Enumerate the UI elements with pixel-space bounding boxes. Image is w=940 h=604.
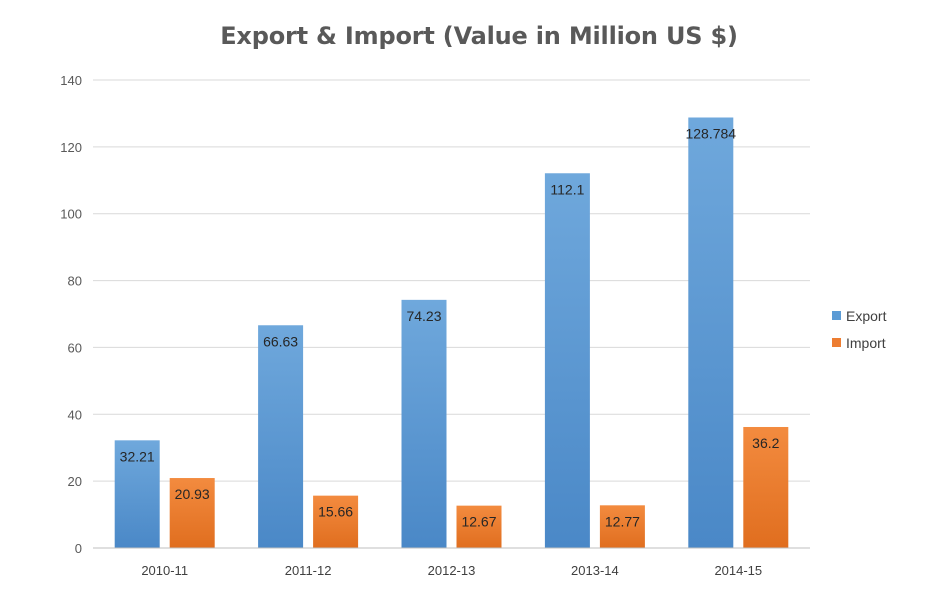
chart-title: Export & Import (Value in Million US $) (220, 22, 738, 50)
data-label-import-2010-11: 20.93 (175, 486, 210, 502)
data-label-export-2010-11: 32.21 (120, 448, 155, 464)
y-tick-label: 120 (60, 140, 82, 155)
x-tick-label: 2010-11 (141, 563, 188, 578)
legend-item-export: Export (832, 302, 886, 329)
bar-import-2014-15 (743, 426, 789, 548)
bar-export-2012-13 (401, 299, 447, 548)
data-label-import-2013-14: 12.77 (605, 513, 640, 529)
bar-export-2014-15 (688, 117, 734, 549)
x-axis-tick-labels: 2010-11 2011-12 2012-13 2013-14 2014-15 (141, 563, 762, 578)
x-tick-label: 2011-12 (285, 563, 332, 578)
bar-import-2011-12 (313, 495, 359, 548)
bar-import-2012-13 (456, 505, 502, 548)
x-tick-label: 2013-14 (571, 563, 619, 578)
legend-item-import: Import (832, 329, 886, 356)
legend-label-import: Import (846, 334, 886, 351)
legend-swatch-export (832, 311, 841, 320)
legend-swatch-import (832, 338, 841, 347)
bar-import-2010-11 (169, 478, 215, 548)
bar-export-2010-11 (114, 440, 160, 548)
x-tick-label: 2014-15 (714, 563, 762, 578)
y-tick-label: 20 (68, 474, 82, 489)
data-label-import-2014-15: 36.2 (752, 435, 779, 451)
legend-label-export: Export (846, 307, 887, 324)
data-label-export-2011-12: 66.63 (263, 333, 298, 349)
y-axis-tick-labels: 0 20 40 60 80 100 120 140 (60, 73, 82, 556)
bars (114, 117, 789, 549)
y-tick-label: 40 (68, 407, 82, 422)
y-tick-label: 80 (68, 274, 82, 289)
x-tick-label: 2012-13 (428, 563, 476, 578)
y-tick-label: 0 (75, 541, 82, 556)
legend: Export Import (832, 302, 886, 356)
data-label-export-2013-14: 112.1 (550, 181, 584, 197)
data-labels: 32.21 20.93 66.63 15.66 74.23 12.67 112.1 12.77… (120, 125, 780, 529)
y-tick-label: 60 (68, 340, 82, 355)
data-label-export-2014-15: 128.784 (685, 125, 736, 141)
data-label-import-2012-13: 12.67 (461, 514, 496, 530)
data-label-import-2011-12: 15.66 (318, 504, 353, 520)
y-tick-label: 140 (60, 73, 82, 88)
y-tick-label: 100 (60, 207, 82, 222)
bar-export-2013-14 (544, 173, 590, 548)
bar-import-2013-14 (599, 505, 645, 548)
data-label-export-2012-13: 74.23 (406, 308, 441, 324)
bar-export-2011-12 (258, 325, 304, 548)
